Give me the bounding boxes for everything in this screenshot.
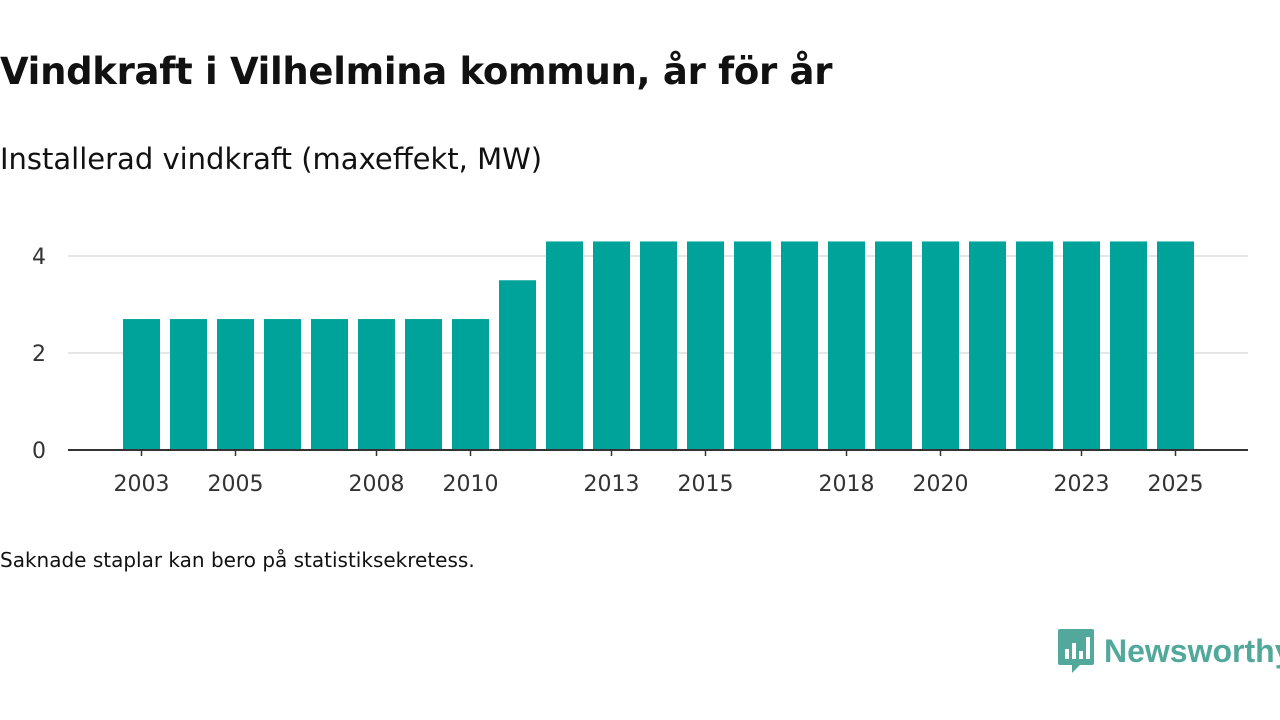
bar-2012 <box>546 241 583 450</box>
bar-2009 <box>405 319 442 450</box>
bar-2023 <box>1063 241 1100 450</box>
bar-2007 <box>311 319 348 450</box>
bar-2006 <box>264 319 301 450</box>
x-tick-label: 2008 <box>349 472 405 497</box>
y-tick-label: 4 <box>32 245 46 270</box>
chart-title: Vindkraft i Vilhelmina kommun, år för år <box>0 50 833 93</box>
x-tick-label: 2025 <box>1148 472 1204 497</box>
bar-2014 <box>640 241 677 450</box>
bar-2021 <box>969 241 1006 450</box>
x-tick-label: 2023 <box>1054 472 1110 497</box>
bar-2015 <box>687 241 724 450</box>
x-axis-ticks: 2003 2005 2008 2010 2013 2015 2018 2020 2023 2025 <box>114 450 1204 497</box>
bar-2016 <box>734 241 771 450</box>
x-tick-label: 2015 <box>678 472 734 497</box>
bar-2005 <box>217 319 254 450</box>
newsworthy-logo[interactable]: Newsworthy <box>1058 629 1280 673</box>
chart-subtitle: Installerad vindkraft (maxeffekt, MW) <box>0 142 543 176</box>
x-tick-label: 2018 <box>819 472 875 497</box>
x-tick-label: 2005 <box>208 472 264 497</box>
bar-2010 <box>452 319 489 450</box>
x-tick-label: 2020 <box>913 472 969 497</box>
bar-2008 <box>358 319 395 450</box>
newsworthy-logo-text: Newsworthy <box>1104 632 1280 669</box>
x-tick-label: 2003 <box>114 472 170 497</box>
bar-2022 <box>1016 241 1053 450</box>
newsworthy-logo-icon <box>1058 629 1094 673</box>
x-tick-label: 2010 <box>443 472 499 497</box>
bar-2017 <box>781 241 818 450</box>
bar-2013 <box>593 241 630 450</box>
footnote: Saknade staplar kan bero på statistiksek… <box>0 548 475 572</box>
bar-2011 <box>499 280 536 450</box>
bar-2024 <box>1110 241 1147 450</box>
bar-2025 <box>1157 241 1194 450</box>
y-axis-ticks: 0 2 4 <box>32 245 46 464</box>
y-tick-label: 0 <box>32 439 46 464</box>
bars <box>123 241 1194 450</box>
y-tick-label: 2 <box>32 342 46 367</box>
bar-2019 <box>875 241 912 450</box>
bar-chart: 2003 2005 2008 2010 2013 2015 2018 2020 2023 2025… <box>32 241 1248 497</box>
bar-2020 <box>922 241 959 450</box>
x-tick-label: 2013 <box>584 472 640 497</box>
bar-2003 <box>123 319 160 450</box>
bar-2018 <box>828 241 865 450</box>
bar-2004 <box>170 319 207 450</box>
